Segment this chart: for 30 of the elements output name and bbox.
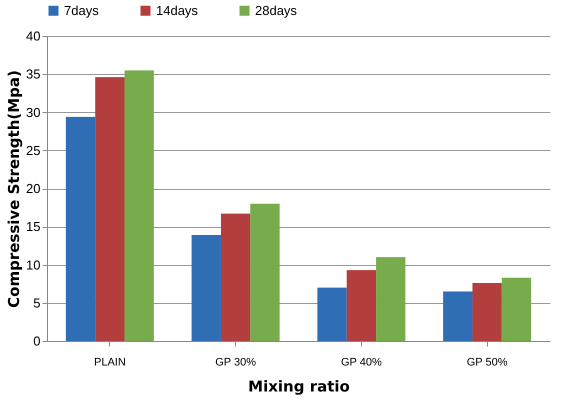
y-tick-label: 40 (26, 28, 40, 44)
x-tick-label: GP 30% (215, 356, 256, 368)
y-tick-label: 10 (26, 257, 40, 272)
bar (124, 70, 154, 341)
bar (95, 77, 125, 341)
y-tick-label: 15 (26, 219, 40, 234)
y-axis-title: Compressive Strength(Mpa) (5, 70, 24, 308)
y-tick-label: 25 (26, 142, 40, 158)
legend-label: 14days (156, 2, 198, 18)
bar (220, 214, 250, 341)
legend-label: 7days (64, 2, 100, 18)
bar (376, 257, 406, 341)
y-tick-label: 20 (26, 181, 40, 196)
x-axis-title: Mixing ratio (248, 378, 350, 396)
bar (472, 283, 502, 341)
x-tick-label: GP 40% (340, 356, 382, 368)
bar (250, 204, 280, 341)
y-tick-label: 30 (26, 104, 40, 120)
y-tick-label: 5 (33, 295, 40, 310)
y-tick-label: 35 (26, 66, 40, 82)
legend-label: 28days (255, 2, 298, 18)
bar (346, 270, 376, 341)
bar (192, 235, 221, 341)
bar (66, 116, 96, 341)
bar (317, 288, 347, 341)
x-tick-label: GP 50% (466, 356, 508, 368)
bar (502, 278, 532, 341)
y-tick-label: 0 (33, 334, 40, 348)
bar (443, 291, 472, 341)
x-tick-label: PLAIN (94, 356, 126, 368)
